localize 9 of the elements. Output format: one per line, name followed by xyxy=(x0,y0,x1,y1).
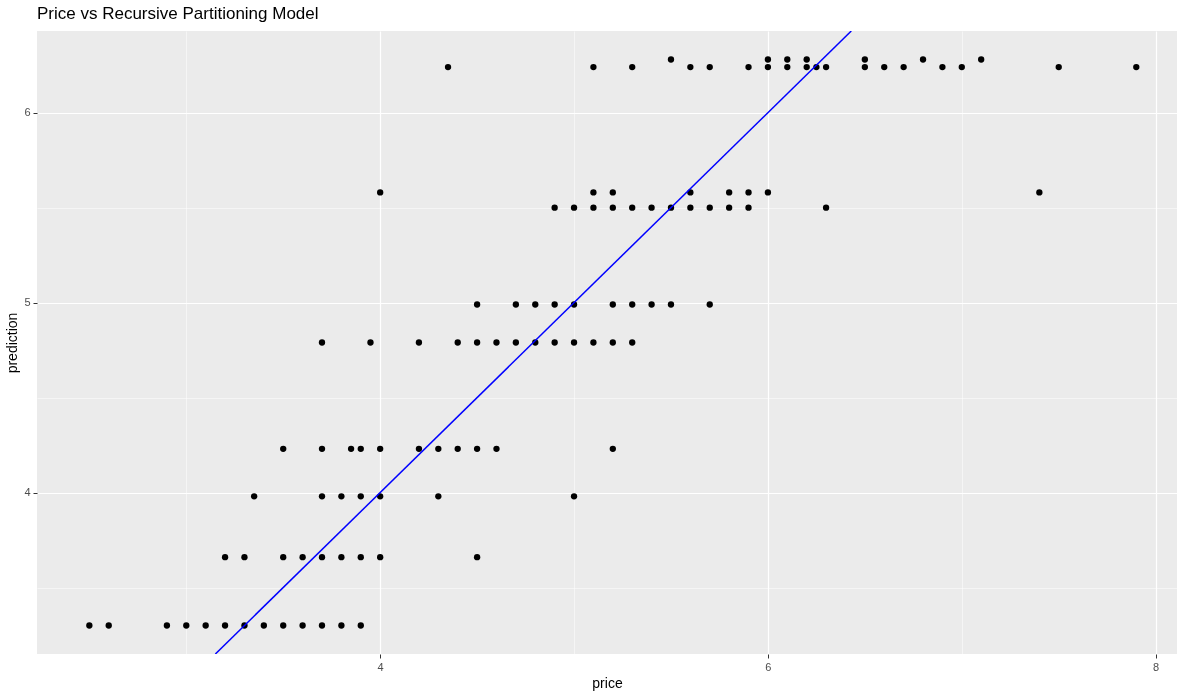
chart-title: Price vs Recursive Partitioning Model xyxy=(37,4,319,23)
x-tick-label: 8 xyxy=(1153,660,1160,673)
y-axis-title: prediction xyxy=(4,312,21,374)
x-tick-label: 4 xyxy=(377,660,384,673)
x-tick-label: 6 xyxy=(765,660,772,673)
y-tick-label: 6 xyxy=(24,106,31,119)
y-tick-label: 4 xyxy=(24,486,31,499)
y-tick-label: 5 xyxy=(24,296,31,309)
x-axis-title: price xyxy=(592,674,623,691)
